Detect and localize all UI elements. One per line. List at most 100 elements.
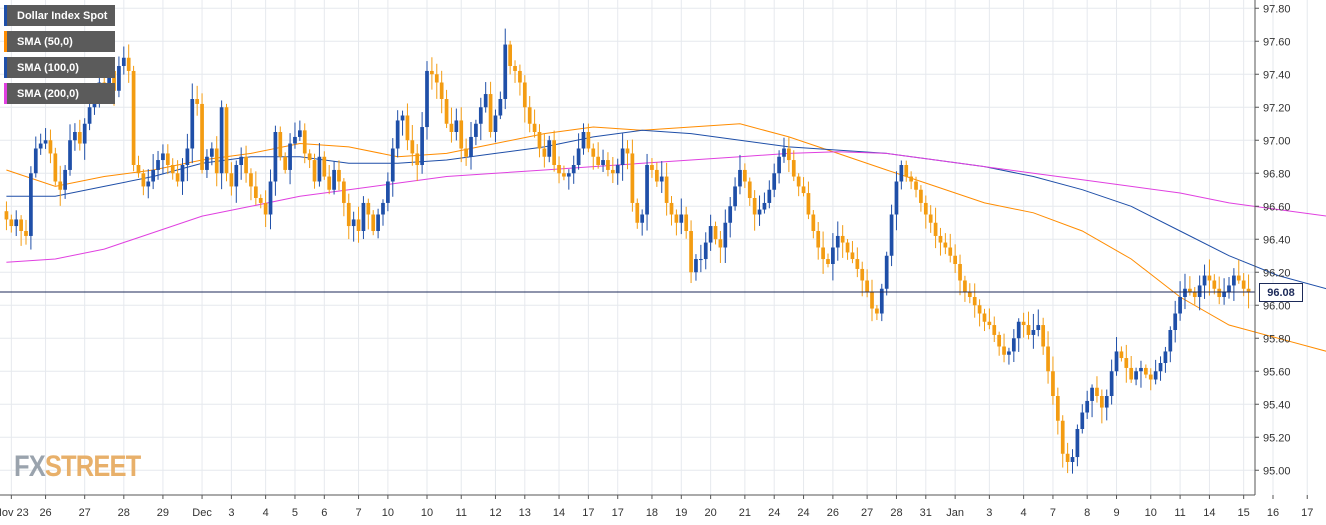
candle-body (743, 169, 747, 182)
candle-body (342, 181, 346, 203)
candle-body (698, 259, 703, 261)
candle-body (972, 297, 977, 306)
candle-body (190, 99, 195, 149)
candle-body (151, 169, 156, 182)
candle-body (992, 325, 997, 335)
y-tick-label: 96.80 (1263, 168, 1291, 180)
candle-body (1236, 275, 1241, 281)
legend-label: SMA (50,0) (17, 35, 73, 48)
y-tick-label: 96.60 (1263, 201, 1291, 213)
x-tick-label: 19 (675, 507, 687, 519)
candle-body (923, 202, 928, 215)
x-tick-label: 4 (1021, 507, 1027, 519)
candle-body (131, 70, 136, 165)
candle-body (386, 181, 390, 203)
candle-body (650, 165, 654, 170)
legend-swatch (4, 5, 7, 26)
x-tick-label: 24 (797, 507, 809, 519)
y-tick-label: 97.20 (1263, 102, 1291, 114)
candle-body (840, 235, 845, 243)
candle-body (1119, 351, 1124, 359)
candle-body (1158, 363, 1163, 372)
x-tick-label: 3 (228, 507, 234, 519)
candle-body (1046, 346, 1050, 372)
candle-body (351, 219, 356, 227)
x-tick-label: 14 (553, 507, 565, 519)
candle-body (796, 176, 801, 187)
candle-body (757, 209, 762, 215)
legend-swatch (4, 83, 7, 104)
candle-body (899, 165, 904, 182)
candle-body (229, 173, 234, 187)
candle-body (889, 214, 894, 256)
candle-body (82, 123, 87, 144)
candle-body (610, 169, 615, 174)
candle-body (29, 173, 33, 236)
legend-item-sma-50[interactable]: SMA (50,0) (4, 31, 116, 52)
candle-body (38, 143, 43, 149)
candle-body (200, 103, 204, 170)
legend-item-sma-100[interactable]: SMA (100,0) (4, 57, 116, 78)
candle-body (420, 127, 424, 165)
candle-body (669, 202, 674, 215)
candle-body (1134, 371, 1138, 380)
legend-item-sma-200[interactable]: SMA (200,0) (4, 83, 116, 104)
candle-body (762, 202, 767, 210)
candle-body (845, 242, 850, 253)
candle-body (312, 160, 317, 182)
candle-body (488, 94, 493, 132)
x-tick-label: Dec (192, 507, 212, 519)
x-tick-label: 26 (827, 507, 839, 519)
candle-body (180, 165, 185, 182)
candle-body (1129, 367, 1134, 380)
y-tick-label: 97.60 (1263, 36, 1291, 48)
candle-body (576, 148, 581, 165)
x-tick-label: 26 (39, 507, 51, 519)
candle-body (904, 165, 909, 177)
candle-body (571, 165, 576, 174)
candle-body (1227, 285, 1231, 293)
candle-body (1148, 374, 1153, 380)
candle-body (141, 173, 146, 187)
legend-label: SMA (200,0) (17, 87, 79, 100)
x-tick-label: 8 (1084, 507, 1090, 519)
candle-body (1099, 396, 1104, 408)
candle-body (552, 140, 557, 165)
candle-body (1114, 351, 1119, 372)
y-tick-label: 95.80 (1263, 333, 1291, 345)
candle-body (982, 313, 987, 322)
candle-body (136, 165, 141, 174)
x-tick-label: 13 (519, 507, 531, 519)
candle-body (928, 214, 933, 223)
candle-body (718, 239, 723, 248)
candle-body (1065, 453, 1070, 462)
x-tick-label: 27 (861, 507, 873, 519)
x-tick-label: 18 (646, 507, 658, 519)
candle-body (591, 148, 596, 157)
candle-body (1197, 285, 1202, 297)
x-tick-label: 17 (582, 507, 594, 519)
candle-body (1026, 325, 1031, 335)
x-tick-label: 9 (1113, 507, 1119, 519)
candle-body (1051, 371, 1055, 396)
candle-body (239, 156, 244, 165)
candle-body (346, 202, 351, 227)
sma-line (6, 151, 1326, 263)
candle-body (1183, 288, 1187, 297)
x-tick-label: 14 (1203, 507, 1215, 519)
x-tick-label: 7 (355, 507, 361, 519)
candle-body (361, 202, 366, 231)
candle-body (14, 219, 19, 227)
candle-body (58, 181, 63, 190)
candle-body (464, 148, 468, 157)
candle-body (1207, 275, 1212, 281)
x-tick-label: 7 (1050, 507, 1056, 519)
x-tick-label: 17 (612, 507, 624, 519)
candle-body (850, 252, 855, 260)
candle-body (268, 181, 273, 215)
candle-body (1217, 288, 1222, 297)
candle-body (787, 148, 791, 161)
candle-body (684, 214, 689, 231)
legend-item-dollar-index[interactable]: Dollar Index Spot (4, 5, 116, 26)
candle-body (1070, 457, 1075, 462)
